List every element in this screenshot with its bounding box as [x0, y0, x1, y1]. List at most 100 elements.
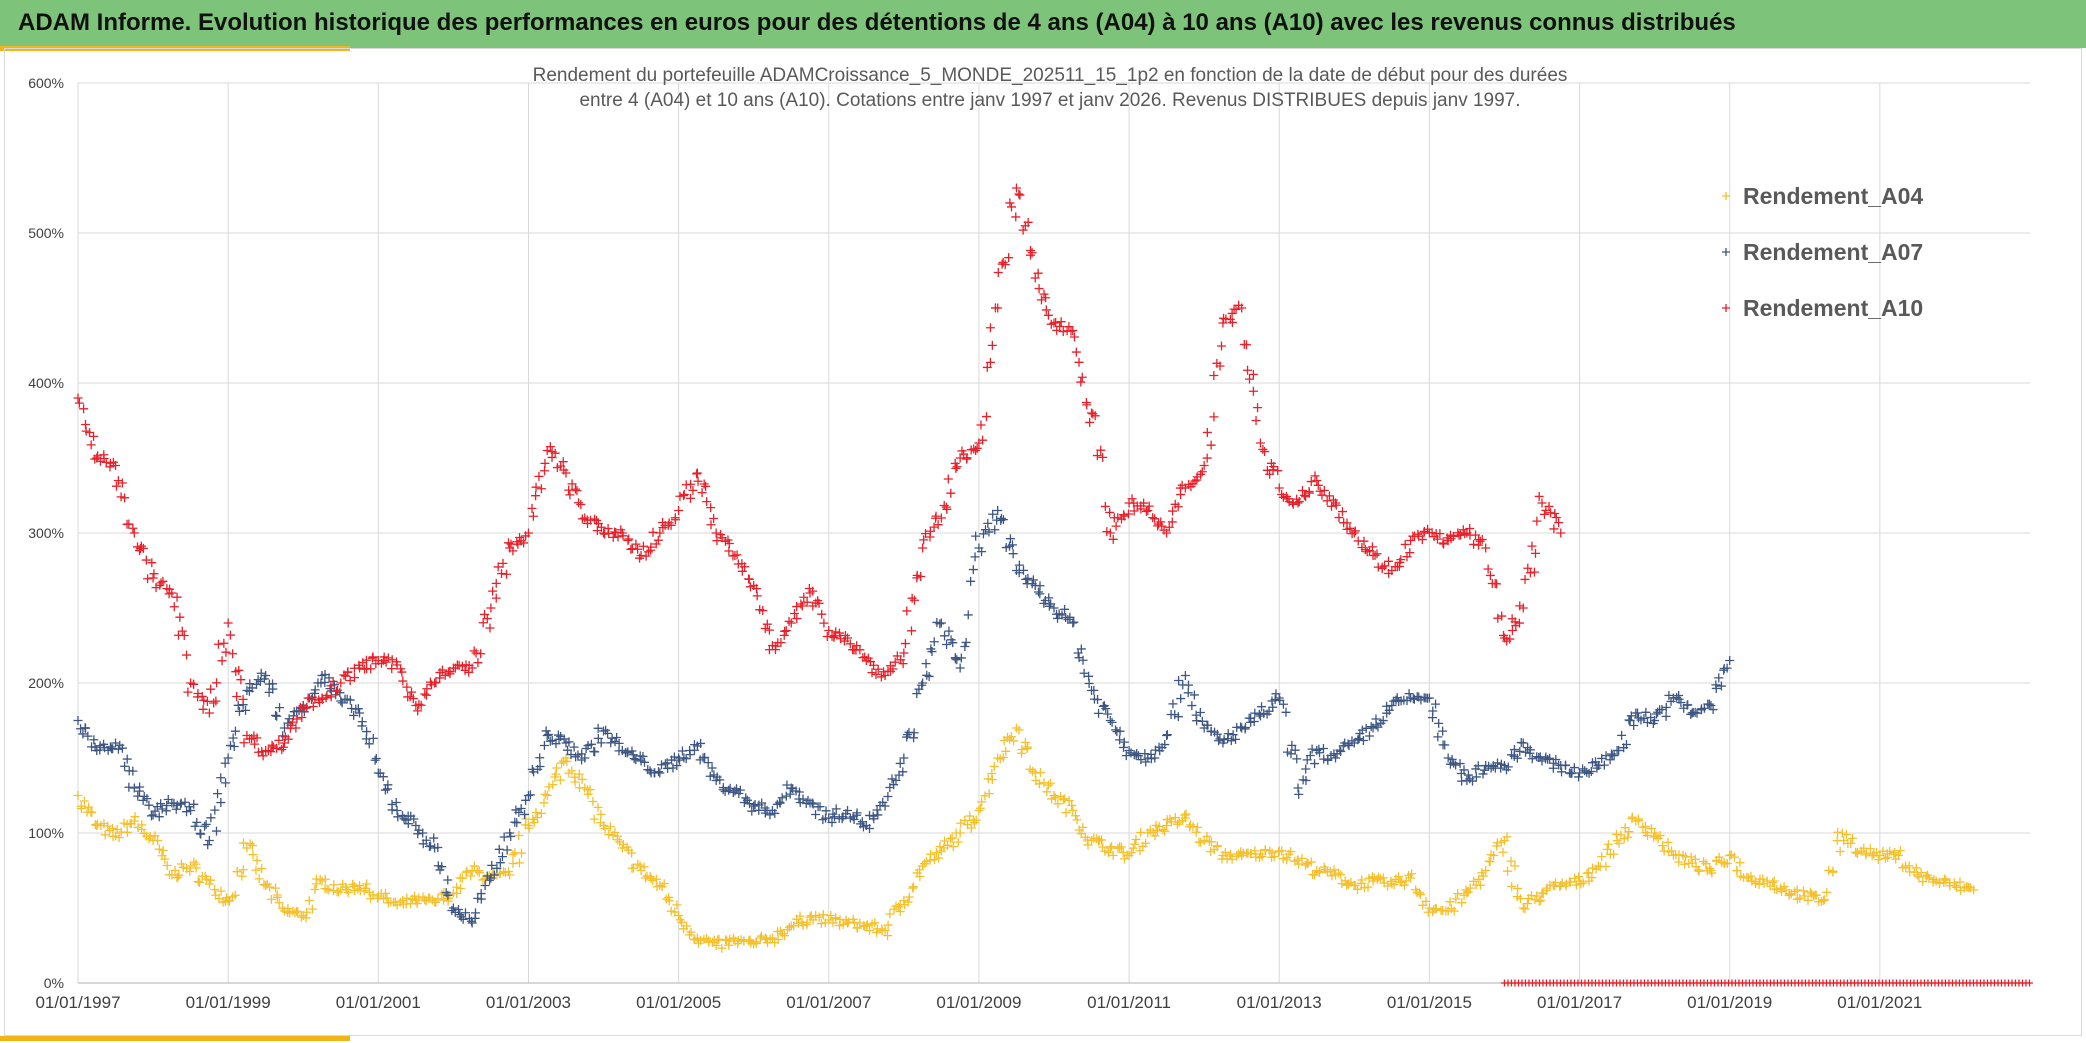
data-point	[1924, 873, 1934, 883]
data-point	[1067, 800, 1077, 810]
data-point	[1168, 506, 1178, 516]
x-tick-label: 01/01/2007	[786, 993, 871, 1012]
data-point	[1690, 707, 1700, 717]
data-point	[660, 759, 670, 769]
data-point	[622, 748, 632, 758]
data-point	[559, 465, 569, 475]
data-point	[1226, 736, 1236, 746]
data-point	[476, 649, 486, 659]
data-point	[189, 799, 199, 809]
data-point	[1848, 833, 1858, 843]
data-point	[213, 639, 223, 649]
data-point	[1354, 734, 1364, 744]
data-point	[200, 821, 210, 831]
data-point	[1496, 837, 1506, 847]
data-point	[819, 618, 829, 628]
data-point	[1407, 869, 1417, 879]
data-point	[829, 632, 839, 642]
data-point	[1543, 754, 1553, 764]
data-point	[1090, 411, 1100, 421]
chart-frame	[4, 48, 2082, 1036]
data-point	[570, 777, 580, 787]
data-point	[1297, 486, 1307, 496]
data-point	[887, 774, 897, 784]
data-point	[1250, 846, 1260, 856]
data-point	[1098, 452, 1108, 462]
data-point	[213, 789, 223, 799]
data-point	[1497, 611, 1507, 621]
data-point	[709, 514, 719, 524]
data-point	[1297, 853, 1307, 863]
data-point	[945, 834, 955, 844]
data-point	[703, 758, 713, 768]
data-point	[322, 691, 332, 701]
data-point	[364, 739, 374, 749]
data-point	[765, 810, 775, 820]
data-point	[685, 750, 695, 760]
data-point	[1072, 815, 1082, 825]
data-point	[458, 914, 468, 924]
data-point	[1516, 738, 1526, 748]
y-tick-label: 100%	[28, 825, 64, 841]
data-point	[391, 798, 401, 808]
data-point	[922, 670, 932, 680]
legend-label: Rendement_A07	[1743, 239, 1923, 265]
data-point	[950, 654, 960, 664]
data-point	[1503, 866, 1513, 876]
data-point	[278, 742, 288, 752]
data-point	[606, 738, 616, 748]
data-point	[1557, 767, 1567, 777]
data-point	[485, 623, 495, 633]
data-point	[677, 917, 687, 927]
data-point	[176, 799, 186, 809]
data-point	[1872, 847, 1882, 857]
data-point	[1846, 838, 1856, 848]
data-point	[536, 808, 546, 818]
data-point	[1294, 497, 1304, 507]
data-point	[1064, 322, 1074, 332]
data-point	[397, 667, 407, 677]
data-point	[154, 844, 164, 854]
data-point	[1045, 778, 1055, 788]
data-point	[1367, 542, 1377, 552]
data-point	[585, 785, 595, 795]
data-point	[1819, 895, 1829, 905]
data-point	[1060, 604, 1070, 614]
data-point	[154, 812, 164, 822]
data-point	[1396, 555, 1406, 565]
data-point	[1119, 737, 1129, 747]
data-point	[189, 857, 199, 867]
data-point	[593, 802, 603, 812]
data-point	[443, 890, 453, 900]
data-point	[666, 520, 676, 530]
data-point	[855, 645, 865, 655]
data-point	[980, 791, 990, 801]
data-point	[757, 798, 767, 808]
data-point	[1190, 476, 1200, 486]
data-point	[942, 840, 952, 850]
data-point	[1160, 826, 1170, 836]
data-point	[1139, 498, 1149, 508]
data-point	[217, 656, 227, 666]
data-point	[1532, 516, 1542, 526]
data-point	[1614, 746, 1624, 756]
data-point	[1281, 707, 1291, 717]
data-point	[381, 657, 391, 667]
data-point	[1489, 850, 1499, 860]
data-point	[1322, 496, 1332, 506]
data-point	[543, 730, 553, 740]
data-point	[780, 626, 790, 636]
data-point	[747, 806, 757, 816]
data-point	[1108, 850, 1118, 860]
data-point	[706, 503, 716, 513]
data-point	[792, 614, 802, 624]
data-point	[333, 685, 343, 695]
data-point	[1107, 842, 1116, 852]
data-point	[1043, 780, 1053, 790]
data-point	[439, 895, 449, 905]
data-point	[1633, 708, 1643, 718]
data-point	[1260, 447, 1270, 457]
data-point	[437, 665, 447, 675]
data-point	[798, 794, 808, 804]
data-point	[1587, 873, 1597, 883]
